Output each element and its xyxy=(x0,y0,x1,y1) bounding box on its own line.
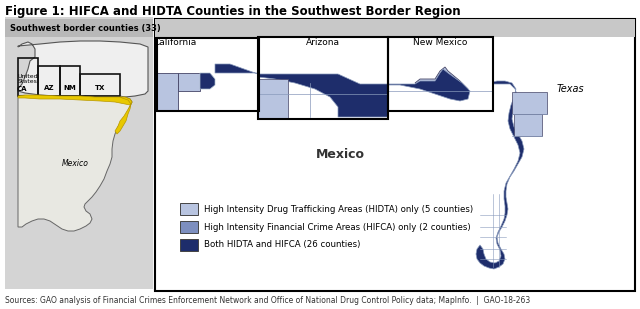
Bar xyxy=(514,114,542,136)
Text: NM: NM xyxy=(63,85,76,91)
Text: Mexico: Mexico xyxy=(61,159,88,168)
Polygon shape xyxy=(215,64,388,117)
Bar xyxy=(180,203,198,215)
Text: Both HIDTA and HIFCA (26 counties): Both HIDTA and HIFCA (26 counties) xyxy=(204,240,360,249)
Text: Southwest border counties (33): Southwest border counties (33) xyxy=(10,23,161,32)
Polygon shape xyxy=(115,97,132,134)
Bar xyxy=(388,37,493,111)
Polygon shape xyxy=(18,95,132,105)
Bar xyxy=(180,239,198,251)
Polygon shape xyxy=(18,96,132,231)
Bar xyxy=(80,74,120,96)
Polygon shape xyxy=(178,73,200,91)
Text: High Intensity Drug Trafficking Areas (HIDTA) only (5 counties): High Intensity Drug Trafficking Areas (H… xyxy=(204,205,473,214)
Bar xyxy=(155,19,635,291)
Bar xyxy=(38,66,60,96)
Polygon shape xyxy=(388,69,470,101)
Text: Texas: Texas xyxy=(556,84,584,94)
Bar xyxy=(18,58,38,96)
Polygon shape xyxy=(415,67,468,94)
Text: AZ: AZ xyxy=(44,85,54,91)
Bar xyxy=(258,37,388,119)
Bar xyxy=(60,66,80,96)
Polygon shape xyxy=(157,73,178,111)
Polygon shape xyxy=(476,81,524,269)
Polygon shape xyxy=(18,41,148,97)
Bar xyxy=(157,38,259,111)
Text: Figure 1: HIFCA and HIDTA Counties in the Southwest Border Region: Figure 1: HIFCA and HIDTA Counties in th… xyxy=(5,5,461,18)
Text: California: California xyxy=(154,38,196,47)
Text: New Mexico: New Mexico xyxy=(413,38,467,47)
Bar xyxy=(5,19,153,37)
Text: CA: CA xyxy=(17,86,28,92)
Polygon shape xyxy=(200,73,215,89)
Text: TX: TX xyxy=(95,85,105,91)
Bar xyxy=(258,79,288,119)
Bar xyxy=(512,92,547,114)
Text: Arizona: Arizona xyxy=(306,38,340,47)
Text: United
States: United States xyxy=(18,74,38,84)
Text: Mexico: Mexico xyxy=(316,147,365,160)
Text: Sources: GAO analysis of Financial Crimes Enforcement Network and Office of Nati: Sources: GAO analysis of Financial Crime… xyxy=(5,296,531,305)
Bar xyxy=(155,19,635,37)
Bar xyxy=(180,221,198,233)
Text: High Intensity Financial Crime Areas (HIFCA) only (2 counties): High Intensity Financial Crime Areas (HI… xyxy=(204,222,470,231)
Bar xyxy=(5,17,153,289)
